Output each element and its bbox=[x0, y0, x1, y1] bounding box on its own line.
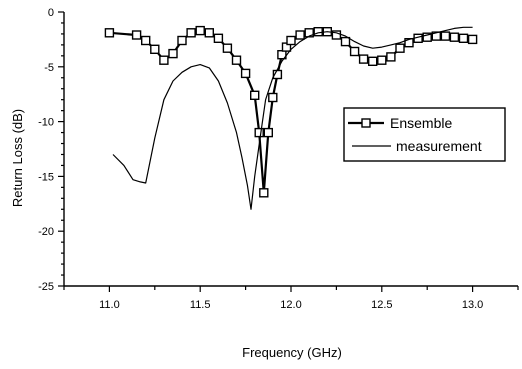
data-point-ensemble bbox=[259, 188, 269, 198]
x-tick-label: 12.5 bbox=[371, 299, 392, 311]
data-point-ensemble bbox=[377, 55, 387, 65]
data-point-ensemble bbox=[440, 31, 451, 41]
data-point-ensemble bbox=[150, 44, 160, 54]
data-point-ensemble bbox=[268, 92, 278, 103]
legend: Ensemble measurement bbox=[343, 107, 506, 162]
data-point-ensemble bbox=[231, 55, 242, 65]
y-tick-label: -15 bbox=[38, 171, 54, 183]
y-tick-label: -20 bbox=[38, 226, 54, 238]
data-point-ensemble bbox=[159, 55, 169, 65]
data-point-ensemble bbox=[204, 28, 215, 38]
x-tick-label: 12.0 bbox=[280, 299, 301, 311]
data-point-ensemble bbox=[458, 33, 469, 43]
data-point-ensemble bbox=[404, 38, 414, 48]
y-tick-label: -25 bbox=[38, 281, 54, 293]
data-point-ensemble bbox=[386, 52, 396, 62]
x-tick-label: 11.0 bbox=[99, 299, 120, 311]
data-point-ensemble bbox=[240, 68, 251, 79]
legend-ensemble-marker bbox=[361, 118, 371, 128]
x-axis-ticks: 11.0 11.5 12.0 12.5 13.0 bbox=[63, 286, 519, 311]
data-point-ensemble bbox=[340, 36, 351, 47]
x-axis-title: Frequency (GHz) bbox=[242, 345, 342, 360]
data-point-ensemble bbox=[331, 30, 342, 40]
data-point-ensemble bbox=[431, 31, 441, 41]
data-point-ensemble bbox=[140, 35, 151, 46]
data-point-ensemble bbox=[131, 30, 142, 40]
legend-ensemble-label: Ensemble bbox=[390, 115, 452, 131]
x-tick-label: 13.0 bbox=[462, 299, 483, 311]
data-point-ensemble bbox=[195, 25, 205, 36]
data-point-ensemble bbox=[349, 46, 360, 57]
data-point-ensemble bbox=[249, 90, 260, 101]
legend-box bbox=[343, 107, 506, 162]
data-point-ensemble bbox=[222, 43, 233, 53]
series-line-measurement bbox=[112, 26, 473, 210]
data-point-ensemble bbox=[263, 127, 273, 138]
data-point-ensemble bbox=[168, 48, 178, 59]
data-point-ensemble bbox=[449, 32, 460, 42]
data-point-ensemble bbox=[422, 32, 432, 42]
y-tick-label: -5 bbox=[44, 62, 54, 74]
data-point-ensemble bbox=[254, 127, 264, 138]
data-point-ensemble bbox=[313, 27, 323, 37]
data-point-ensemble bbox=[286, 35, 296, 46]
data-point-ensemble bbox=[395, 43, 405, 53]
x-tick-label: 11.5 bbox=[190, 299, 211, 311]
y-axis-ticks: 0 -5 -10 -15 -20 -25 bbox=[38, 7, 64, 293]
data-point-ensemble bbox=[177, 35, 187, 46]
legend-measurement-label: measurement bbox=[396, 138, 482, 154]
data-point-ensemble bbox=[358, 54, 369, 64]
data-point-ensemble bbox=[467, 34, 478, 45]
y-axis-title: Return Loss (dB) bbox=[10, 109, 25, 207]
data-point-ensemble bbox=[295, 30, 305, 40]
series-measurement bbox=[112, 26, 473, 210]
y-tick-label: -10 bbox=[38, 117, 54, 129]
data-point-ensemble bbox=[186, 28, 196, 38]
y-tick-label: 0 bbox=[48, 7, 54, 19]
data-point-ensemble bbox=[104, 28, 115, 38]
series-group bbox=[104, 25, 478, 210]
data-point-ensemble bbox=[213, 33, 224, 43]
data-point-ensemble bbox=[368, 56, 378, 66]
